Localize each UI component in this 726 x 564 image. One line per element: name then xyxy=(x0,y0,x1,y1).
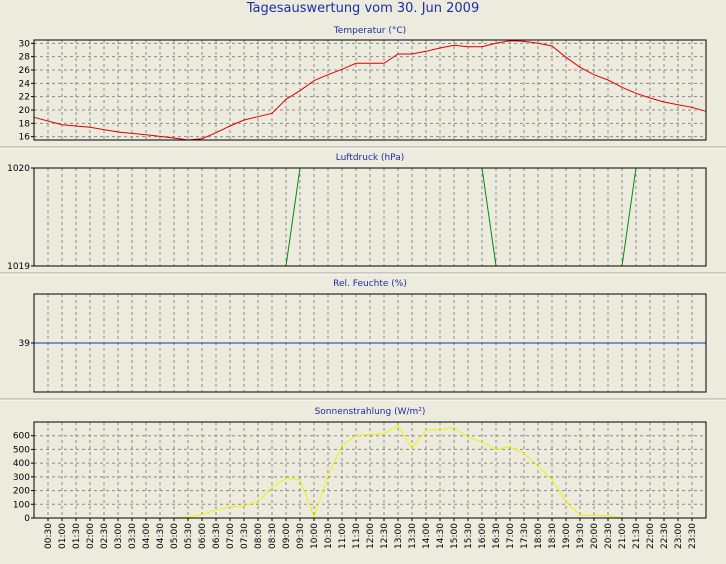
x-tick-label: 02:30 xyxy=(100,523,110,549)
x-tick-label: 05:00 xyxy=(170,523,180,549)
series-line xyxy=(34,424,623,519)
y-tick-label: 28 xyxy=(19,53,31,63)
y-tick-label: 20 xyxy=(19,106,31,116)
x-tick-label: 18:30 xyxy=(548,523,558,549)
x-tick-label: 23:30 xyxy=(688,523,698,549)
x-tick-label: 11:00 xyxy=(338,523,348,549)
x-tick-label: 17:00 xyxy=(506,523,516,549)
x-tick-label: 03:30 xyxy=(128,523,138,549)
x-tick-label: 03:00 xyxy=(114,523,124,549)
y-tick-label: 24 xyxy=(19,79,31,89)
x-tick-label: 22:00 xyxy=(646,523,656,549)
x-tick-label: 19:30 xyxy=(576,523,586,549)
y-tick-label: 1020 xyxy=(7,164,30,174)
y-tick-label: 500 xyxy=(13,445,30,455)
plot-frame xyxy=(33,167,707,267)
x-tick-label: 04:00 xyxy=(142,523,152,549)
x-tick-label: 12:00 xyxy=(366,523,376,549)
x-tick-label: 15:30 xyxy=(464,523,474,549)
plot-frame xyxy=(33,293,707,393)
x-tick-label: 12:30 xyxy=(380,523,390,549)
x-tick-label: 22:30 xyxy=(660,523,670,549)
plot-frame xyxy=(33,39,707,141)
x-tick-label: 13:30 xyxy=(408,523,418,549)
x-axis: 00:30 01:00 01:30 02:00 02:30 03:00 03:30 04:00… xyxy=(44,518,698,549)
y-tick-label: 26 xyxy=(19,66,31,76)
chart-panel: Sonnenstrahlung (W/m²) 0 100 200 300 400 500 60… xyxy=(13,407,707,524)
y-tick-label: 39 xyxy=(19,339,31,349)
x-tick-label: 09:00 xyxy=(282,523,292,549)
x-tick-label: 16:30 xyxy=(492,523,502,549)
chart-panel: Rel. Feuchte (%) 39 xyxy=(0,279,726,401)
x-tick-label: 21:30 xyxy=(632,523,642,549)
chart-panel: Luftdruck (hPa) 1019 1020 xyxy=(0,153,726,275)
y-tick-label: 600 xyxy=(13,432,30,442)
panel-title: Rel. Feuchte (%) xyxy=(333,279,407,289)
x-tick-label: 18:00 xyxy=(534,523,544,549)
x-tick-label: 06:30 xyxy=(212,523,222,549)
panel-title: Temperatur (°C) xyxy=(333,26,406,36)
x-tick-label: 13:00 xyxy=(394,523,404,549)
page-title: Tagesauswertung vom 30. Jun 2009 xyxy=(246,1,480,16)
y-tick-label: 1019 xyxy=(7,262,30,272)
x-tick-label: 16:00 xyxy=(478,523,488,549)
y-tick-label: 300 xyxy=(13,473,30,483)
y-tick-label: 22 xyxy=(19,93,30,103)
x-tick-label: 01:30 xyxy=(72,523,82,549)
y-tick-label: 200 xyxy=(13,487,30,497)
x-tick-label: 14:30 xyxy=(436,523,446,549)
y-tick-label: 18 xyxy=(19,119,31,129)
y-tick-label: 16 xyxy=(19,133,31,143)
x-tick-label: 15:00 xyxy=(450,523,460,549)
y-tick-label: 30 xyxy=(19,39,31,49)
x-tick-label: 19:00 xyxy=(562,523,572,549)
x-tick-label: 04:30 xyxy=(156,523,166,549)
series-line xyxy=(33,40,707,141)
y-tick-label: 0 xyxy=(24,514,30,524)
x-tick-label: 00:30 xyxy=(44,523,54,549)
panel-title: Luftdruck (hPa) xyxy=(336,153,405,163)
x-tick-label: 09:30 xyxy=(296,523,306,549)
x-tick-label: 06:00 xyxy=(198,523,208,549)
x-tick-label: 14:00 xyxy=(422,523,432,549)
x-tick-label: 10:00 xyxy=(310,523,320,549)
chart-panel: Temperatur (°C) 16 18 20 22 24 26 28 30 xyxy=(0,26,726,149)
x-tick-label: 02:00 xyxy=(86,523,96,549)
x-tick-label: 20:00 xyxy=(590,523,600,549)
x-tick-label: 10:30 xyxy=(324,523,334,549)
x-tick-label: 17:30 xyxy=(520,523,530,549)
y-tick-label: 400 xyxy=(13,459,30,469)
x-tick-label: 08:30 xyxy=(268,523,278,549)
x-tick-label: 21:00 xyxy=(618,523,628,549)
x-tick-label: 20:30 xyxy=(604,523,614,549)
x-tick-label: 11:30 xyxy=(352,523,362,549)
series-line xyxy=(34,167,706,267)
x-tick-label: 08:00 xyxy=(254,523,264,549)
x-tick-label: 07:00 xyxy=(226,523,236,549)
x-tick-label: 23:00 xyxy=(674,523,684,549)
x-tick-label: 01:00 xyxy=(58,523,68,549)
x-tick-label: 05:30 xyxy=(184,523,194,549)
x-tick-label: 07:30 xyxy=(240,523,250,549)
y-tick-label: 100 xyxy=(13,500,30,510)
panel-title: Sonnenstrahlung (W/m²) xyxy=(315,407,426,417)
